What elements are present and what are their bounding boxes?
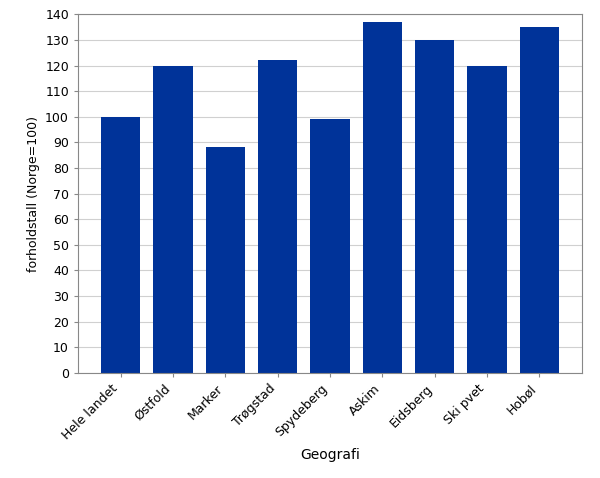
Bar <box>101 117 140 373</box>
Bar <box>415 40 454 373</box>
Bar <box>467 65 507 373</box>
Bar <box>258 60 297 373</box>
X-axis label: Geografi: Geografi <box>300 447 360 462</box>
Y-axis label: forholdstall (Norge=100): forholdstall (Norge=100) <box>26 116 40 272</box>
Bar <box>153 65 193 373</box>
Bar <box>520 27 559 373</box>
Bar <box>206 148 245 373</box>
Bar <box>310 120 350 373</box>
Bar <box>363 22 402 373</box>
